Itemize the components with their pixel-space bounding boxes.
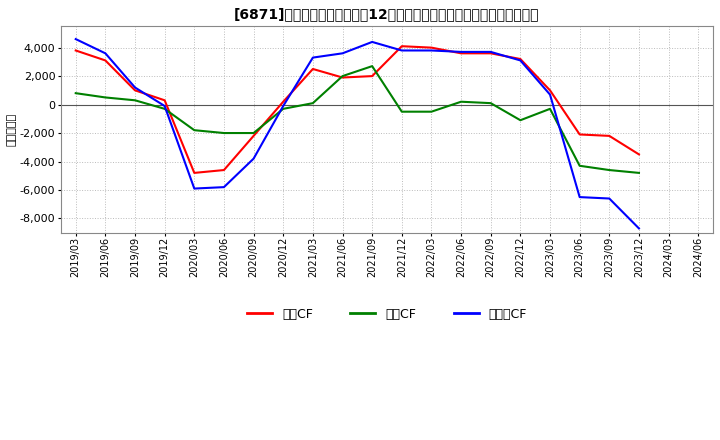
- Legend: 営業CF, 投資CF, フリーCF: 営業CF, 投資CF, フリーCF: [242, 303, 532, 326]
- Title: [6871]　キャッシュフローの12か月移動合計の対前年同期増減額の推移: [6871] キャッシュフローの12か月移動合計の対前年同期増減額の推移: [234, 7, 540, 21]
- Y-axis label: （百万円）: （百万円）: [7, 113, 17, 146]
